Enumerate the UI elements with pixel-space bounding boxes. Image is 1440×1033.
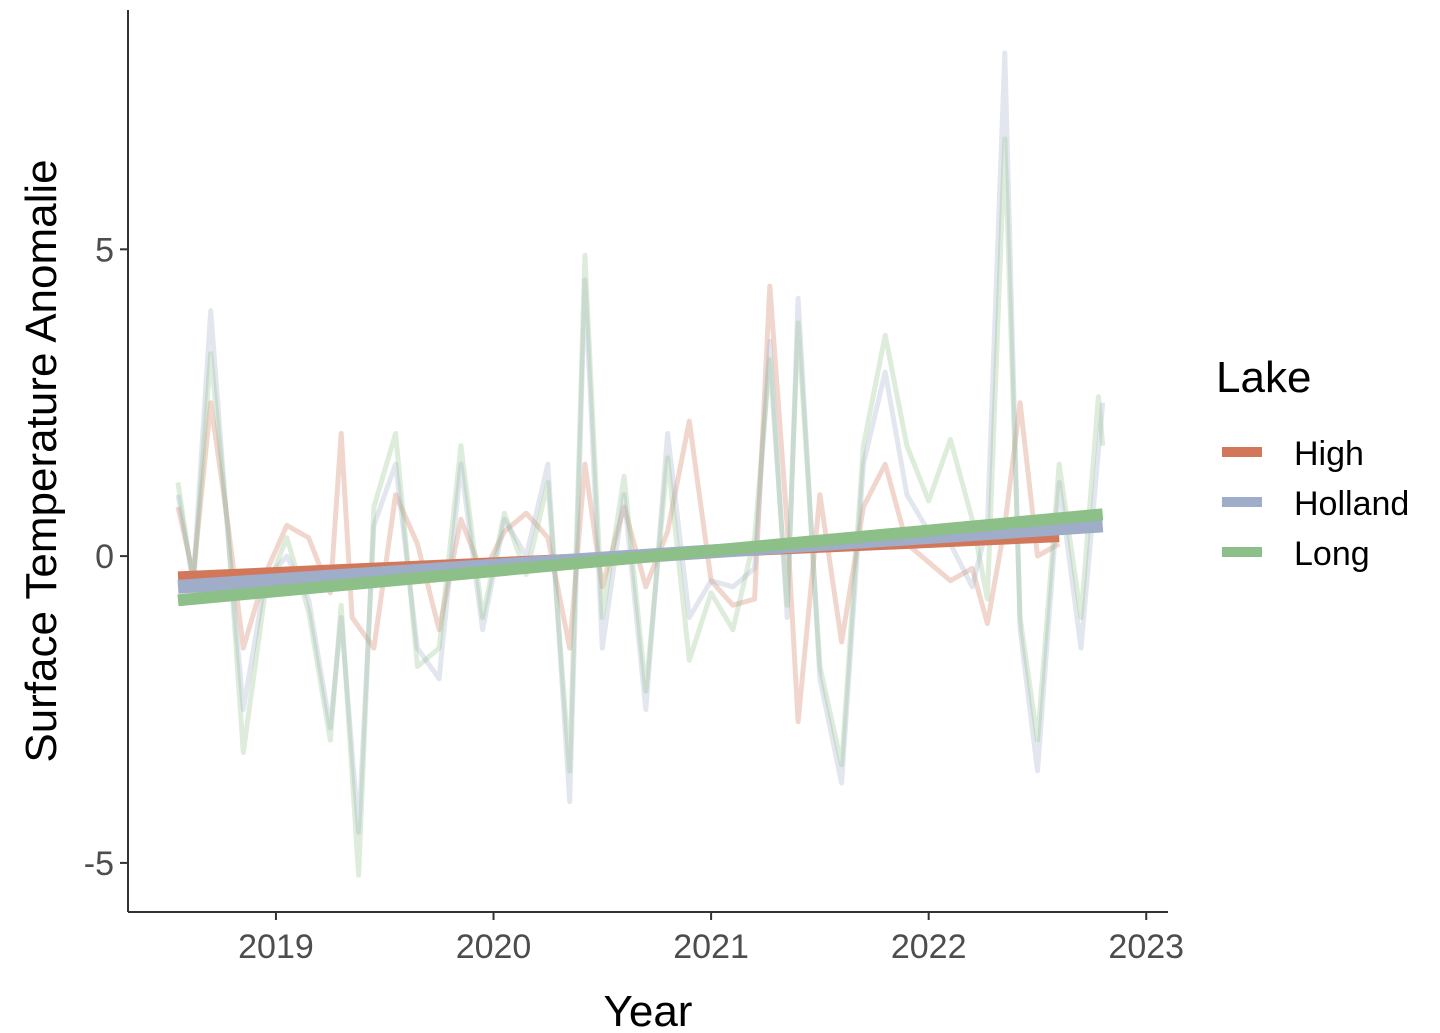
y-axis-title: Surface Temperature Anomalie xyxy=(17,159,66,762)
legend-label-holland: Holland xyxy=(1294,485,1409,523)
x-axis-ticks: 2019 2020 2021 2022 2023 xyxy=(238,912,1184,966)
raw-line-holland xyxy=(175,50,1106,835)
legend-title: Lake xyxy=(1216,353,1311,402)
legend-items: High Holland Long xyxy=(1222,435,1409,573)
y-tick-label: -5 xyxy=(84,845,114,883)
legend: Lake High Holland Long xyxy=(1216,353,1409,573)
x-axis-title: Year xyxy=(604,987,693,1033)
raw-series-layer xyxy=(175,50,1106,878)
x-tick-label: 2022 xyxy=(891,928,967,966)
trend-line-long xyxy=(177,508,1104,607)
x-tick-label: 2019 xyxy=(238,928,314,966)
y-tick-label: 5 xyxy=(95,231,114,269)
y-tick-label: 0 xyxy=(95,538,114,576)
legend-label-long: Long xyxy=(1294,535,1370,573)
trend-line-layer xyxy=(177,508,1104,607)
x-tick-label: 2020 xyxy=(456,928,532,966)
x-tick-label: 2023 xyxy=(1108,928,1184,966)
raw-line-long xyxy=(175,136,1106,878)
y-axis-ticks: -5 0 5 xyxy=(84,231,128,883)
x-tick-label: 2021 xyxy=(673,928,749,966)
legend-label-high: High xyxy=(1294,435,1364,473)
